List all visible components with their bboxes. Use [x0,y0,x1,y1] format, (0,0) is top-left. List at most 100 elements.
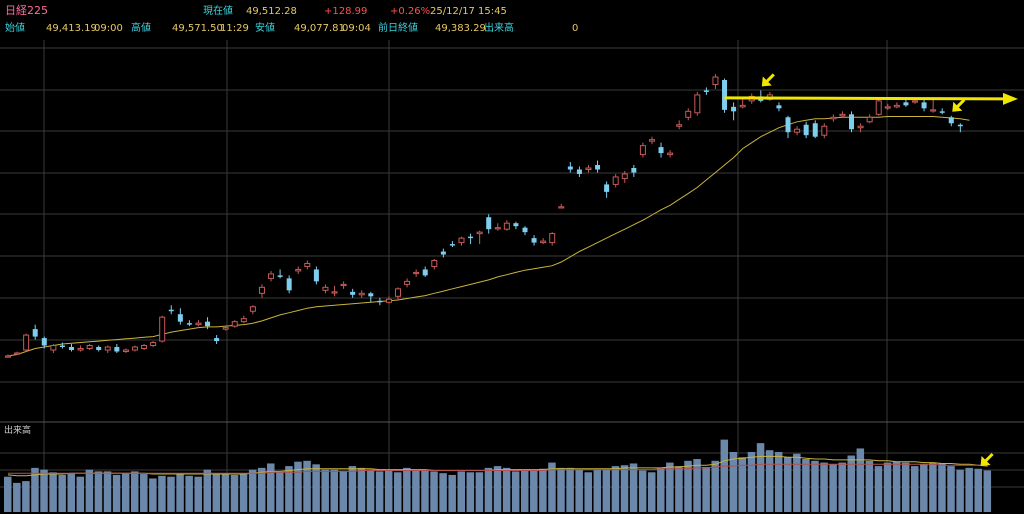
candle-104 [948,115,954,127]
candle-body-49 [449,244,455,246]
annotations [724,73,1018,466]
volume-bar-18 [167,476,175,512]
volume-bar-52 [475,472,484,512]
candle-body-46 [422,269,428,276]
annotation-pointer-2 [952,98,966,112]
candle-29 [268,270,275,282]
candle-body-67 [612,176,619,185]
candle-body-77 [703,90,709,92]
candle-36 [331,285,338,297]
candle-body-7 [68,347,74,351]
high-value: 49,571.50 [172,23,223,34]
volume-bar-13 [121,473,130,512]
candle-body-70 [639,145,646,156]
candle-10 [96,345,102,352]
volume-bar-66 [602,469,611,512]
volume-bar-108 [983,470,992,512]
candle-2 [23,333,30,352]
prev-close-label: 前日終値 [378,23,418,34]
candle-26 [240,315,247,324]
annotation-pointer-head-2 [952,101,963,112]
candle-43 [395,287,402,300]
candle-98 [893,102,900,109]
annotation-horizontal-arrow [724,92,1018,105]
volume-ma-lines [7,455,988,477]
candle-102 [930,97,937,113]
candle-27 [249,305,256,315]
candle-51 [468,233,474,245]
candle-body-103 [939,111,945,113]
candle-body-30 [277,275,283,277]
volume-bar-11 [103,471,112,512]
volume-ma-line-2 [8,463,988,474]
candle-body-41 [377,300,383,303]
candle-58 [531,235,537,246]
volume-bar-55 [502,467,511,512]
candle-body-15 [141,345,148,350]
volume-bar-43 [394,472,402,512]
annotation-pointer-head-1 [761,76,772,87]
candle-body-91 [830,116,837,120]
candle-body-73 [667,152,674,156]
annotation-arrow-head [1003,92,1018,105]
candle-66 [604,181,610,198]
candle-body-96 [875,100,882,115]
volume-bar-81 [738,457,747,512]
candle-body-51 [468,236,474,239]
volume-bar-56 [511,471,520,512]
candle-18 [168,305,174,315]
candle-103 [939,108,945,115]
quote-date: 25/12/17 [430,6,475,17]
open-value: 49,413.19 [46,23,97,34]
candle-body-93 [849,114,855,130]
high-label: 高値 [131,23,151,34]
candle-body-36 [331,291,338,294]
candle-body-0 [5,355,11,358]
volume-bar-8 [76,476,85,512]
candle-5 [50,344,57,353]
volume-bar-44 [403,467,411,512]
volume-bar-32 [294,461,302,512]
candle-47 [431,259,438,270]
volume-bar-71 [647,472,656,512]
candle-body-58 [531,238,537,243]
volume-bar-84 [765,450,774,512]
candle-97 [884,103,891,110]
annotation-pointer-3 [980,452,994,466]
volume-bar-89 [811,460,819,512]
volume-bar-57 [520,469,529,512]
candle-90 [821,123,828,139]
volume-bar-69 [629,463,638,512]
annotation-arrow-shaft [724,96,1009,101]
candle-body-87 [794,128,801,133]
candle-body-34 [313,269,319,282]
candle-body-56 [513,223,519,227]
candle-body-50 [458,237,465,244]
annotation-pointer-1 [761,73,775,87]
candle-12 [114,344,120,353]
candle-38 [350,288,356,298]
volume-bar-67 [611,466,620,512]
candle-46 [422,266,428,277]
candle-body-23 [214,338,220,342]
candle-17 [159,315,166,343]
candle-34 [313,266,319,285]
candle-body-44 [404,280,411,285]
candle-body-16 [150,342,157,347]
candle-body-25 [231,321,238,327]
candle-53 [486,214,492,234]
candle-body-75 [685,110,692,118]
candle-body-8 [77,348,84,351]
candle-body-68 [621,173,628,179]
volume-bar-64 [584,472,592,512]
volume-bar-87 [793,453,801,512]
candle-body-45 [413,271,420,275]
volume-bar-60 [548,462,556,512]
candle-79 [722,78,728,113]
volume-bar-68 [620,465,629,512]
candle-39 [358,290,365,298]
volume-bar-63 [575,469,583,512]
candle-94 [857,123,864,133]
candle-body-11 [104,346,111,351]
